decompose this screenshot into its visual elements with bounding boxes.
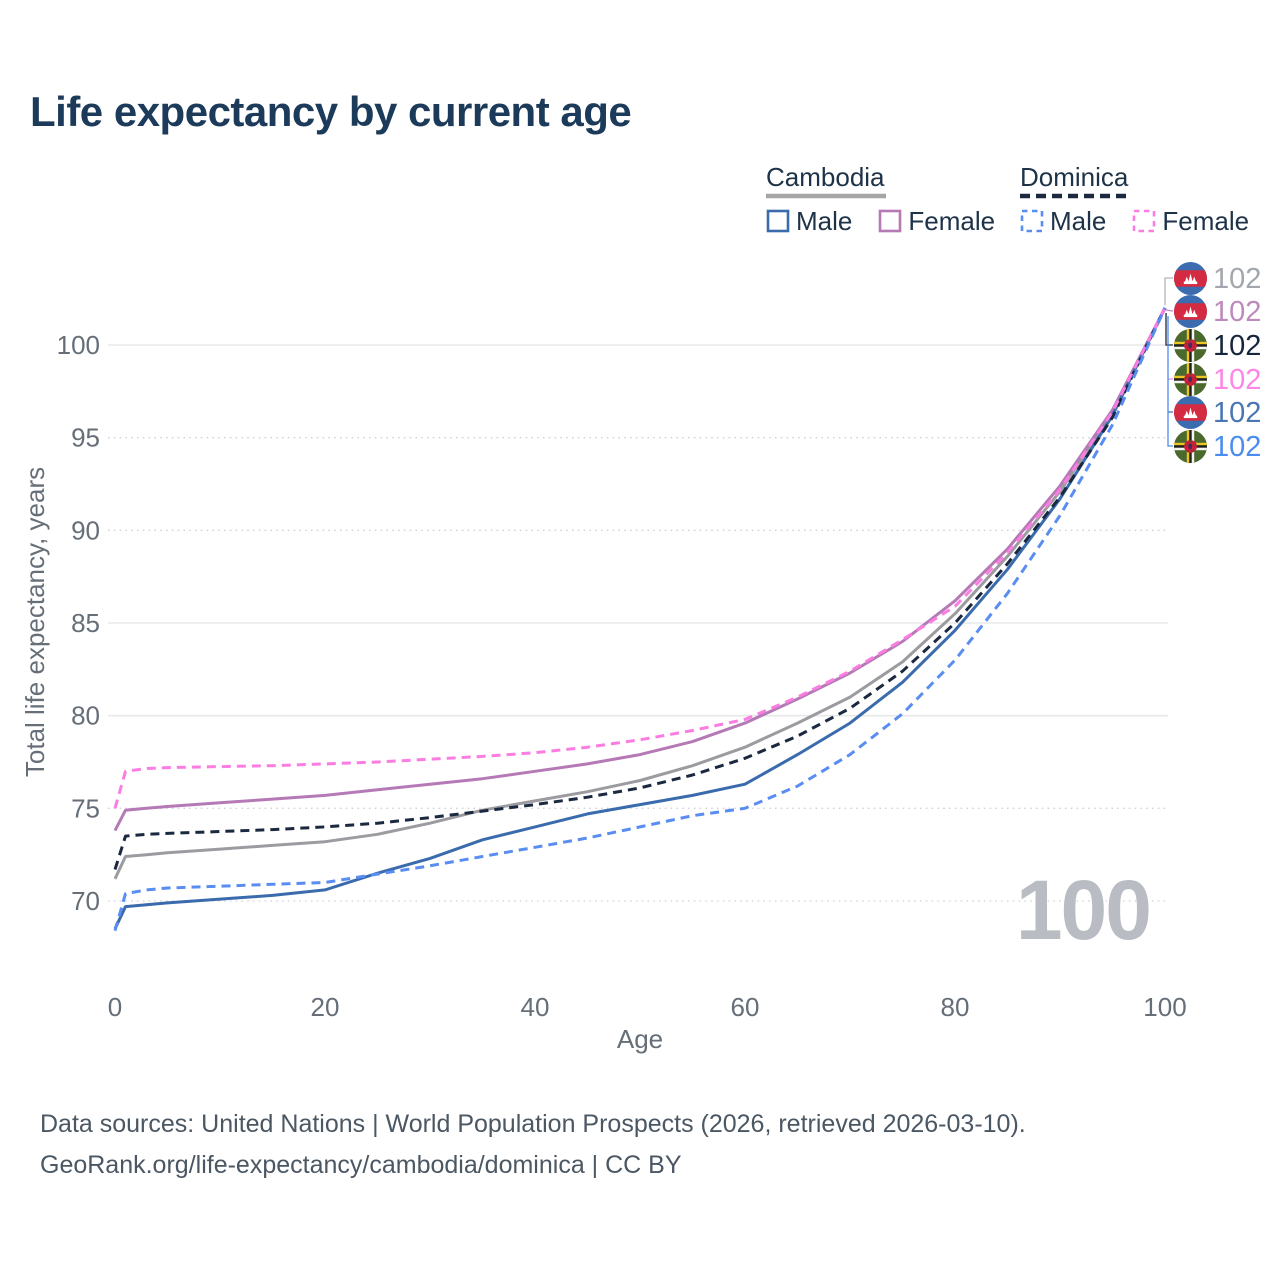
gridlines bbox=[108, 344, 1168, 902]
legend-label-female: Female bbox=[1162, 206, 1250, 236]
endpoint-connectors bbox=[1164, 277, 1174, 447]
connector-0 bbox=[1164, 277, 1173, 305]
series-line-dominica-female[interactable] bbox=[113, 307, 1167, 809]
cambodia-female-swatch-icon bbox=[879, 209, 902, 233]
age-watermark: 100 bbox=[1015, 863, 1152, 957]
series-line-dominica-both-sexes[interactable] bbox=[113, 307, 1167, 870]
page-title: Life expectancy by current age bbox=[30, 88, 632, 135]
y-tick-95: 95 bbox=[71, 423, 100, 453]
legend-label-male: Male bbox=[1050, 206, 1107, 236]
y-tick-100: 100 bbox=[57, 330, 100, 360]
y-tick-90: 90 bbox=[71, 515, 100, 545]
cambodia-line-style-icon bbox=[766, 193, 886, 199]
footer: Data sources: United Nations | World Pop… bbox=[40, 1104, 1026, 1186]
y-axis-title: Total life expectancy, years bbox=[20, 467, 50, 777]
cambodia-male-swatch-icon bbox=[766, 209, 790, 233]
axes: 70 75 80 85 90 95 100 0 20 40 60 80 100 Age Total life… bbox=[20, 330, 1187, 1054]
y-tick-85: 85 bbox=[71, 608, 100, 638]
y-tick-80: 80 bbox=[71, 701, 100, 731]
series-line-cambodia-male[interactable] bbox=[113, 307, 1167, 930]
legend-item-dominica-female[interactable]: Female bbox=[1132, 206, 1249, 237]
dominica-line-style-icon bbox=[1020, 193, 1132, 199]
footer-attribution[interactable]: GeoRank.org/life-expectancy/cambodia/dom… bbox=[40, 1151, 682, 1179]
legend-country-cambodia[interactable]: Cambodia bbox=[766, 162, 885, 192]
legend-label-female: Female bbox=[908, 206, 996, 236]
dominica-male-swatch-icon bbox=[1020, 209, 1044, 233]
legend-country-dominica[interactable]: Dominica bbox=[1020, 162, 1129, 192]
series-line-dominica-male[interactable] bbox=[113, 307, 1167, 932]
connector-1 bbox=[1165, 309, 1174, 312]
dominica-female-swatch-icon bbox=[1133, 209, 1156, 233]
legend-label-male: Male bbox=[796, 206, 853, 236]
footer-data-sources: Data sources: United Nations | World Pop… bbox=[40, 1110, 1026, 1138]
y-tick-70: 70 bbox=[71, 886, 100, 916]
x-axis-title: Age bbox=[617, 1024, 663, 1054]
x-tick-60: 60 bbox=[731, 992, 760, 1022]
connector-5 bbox=[1167, 316, 1173, 447]
x-tick-0: 0 bbox=[108, 992, 122, 1022]
series-line-cambodia-female[interactable] bbox=[113, 307, 1167, 832]
legend-item-dominica-male[interactable]: Male bbox=[1020, 206, 1106, 237]
connector-2 bbox=[1165, 313, 1173, 346]
legend-item-cambodia-male[interactable]: Male bbox=[766, 206, 852, 237]
x-tick-40: 40 bbox=[521, 992, 550, 1022]
series-line-cambodia-both-sexes[interactable] bbox=[113, 307, 1167, 880]
x-tick-20: 20 bbox=[311, 992, 340, 1022]
x-tick-80: 80 bbox=[941, 992, 970, 1022]
legend-group-cambodia: Cambodia Male Female bbox=[766, 163, 995, 237]
series-lines bbox=[113, 307, 1167, 932]
x-tick-100: 100 bbox=[1143, 992, 1186, 1022]
legend-group-dominica: Dominica Male Female bbox=[1020, 163, 1249, 237]
y-tick-75: 75 bbox=[71, 793, 100, 823]
legend-item-cambodia-female[interactable]: Female bbox=[878, 206, 995, 237]
